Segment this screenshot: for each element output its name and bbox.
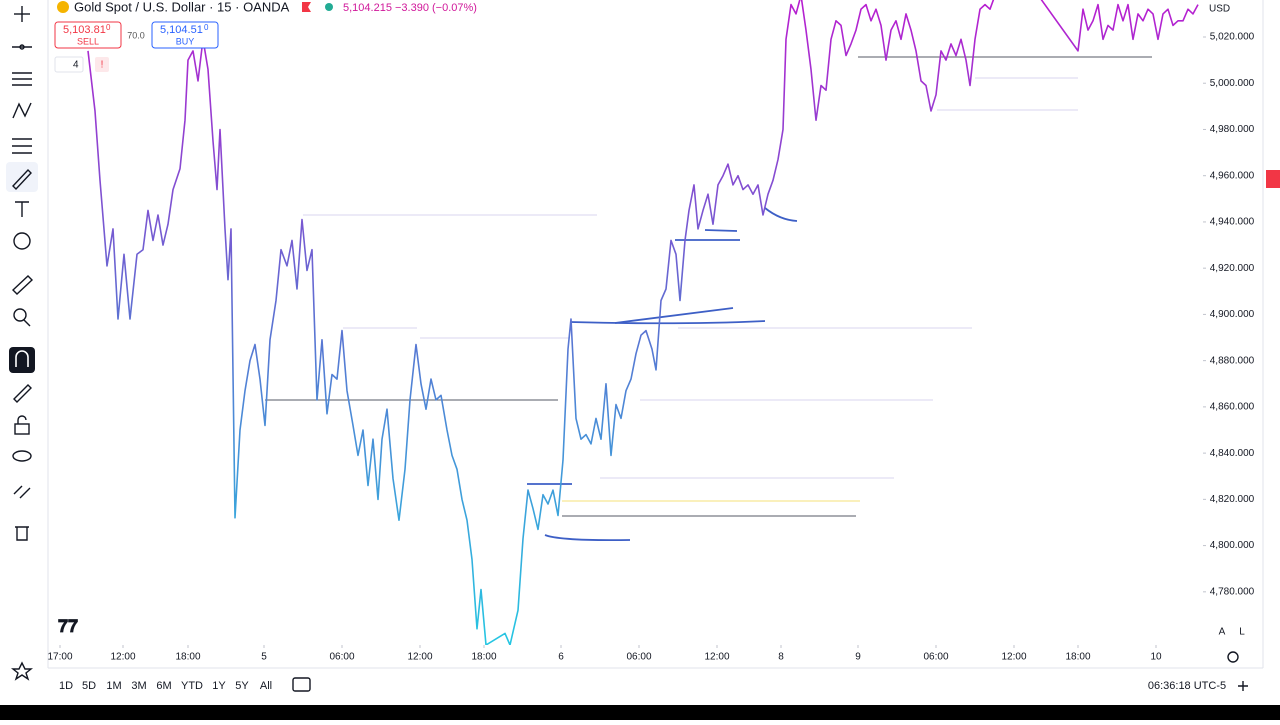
y-tick-label: 4,900.000 <box>1210 309 1255 320</box>
plot <box>87 0 1199 645</box>
drawing-toolbar[interactable] <box>6 6 38 681</box>
bottom-strip <box>0 705 1280 720</box>
x-tick-label: 12:00 <box>704 652 729 663</box>
y-tick-label: 4,980.000 <box>1210 124 1255 135</box>
range-button[interactable]: 3M <box>131 680 146 692</box>
range-button[interactable]: 1Y <box>212 680 226 692</box>
x-tick-label: 12:00 <box>110 652 135 663</box>
indicators-count: 4 <box>73 60 79 71</box>
x-tick-label: 6 <box>558 652 564 663</box>
x-tick-label: 18:00 <box>471 652 496 663</box>
clock: 06:36:18 UTC-5 <box>1148 680 1226 692</box>
x-tick-label: 10 <box>1150 652 1162 663</box>
sell-label: SELL <box>77 36 99 46</box>
range-button[interactable]: 6M <box>156 680 171 692</box>
range-button[interactable]: 1M <box>106 680 121 692</box>
x-tick-label: 9 <box>855 652 861 663</box>
market-status <box>325 3 333 11</box>
symbol-title[interactable]: Gold Spot / U.S. Dollar · 15 · OANDA <box>74 0 290 14</box>
currency[interactable]: USD <box>1209 4 1230 15</box>
indicators-toggle[interactable] <box>54 56 84 73</box>
date-range[interactable] <box>292 677 311 692</box>
y-tick-label: 4,800.000 <box>1210 540 1255 551</box>
price-line <box>87 0 1199 645</box>
x-tick-label: 8 <box>778 652 784 663</box>
range-button[interactable]: All <box>260 680 272 692</box>
range-button[interactable]: 1D <box>59 680 73 692</box>
y-tick-label: 4,840.000 <box>1210 448 1255 459</box>
x-tick-label: 5 <box>261 652 267 663</box>
range-bar: 1D 5D 1M 3M 6M YTD 1Y 5Y All <box>59 680 272 692</box>
buy-label: BUY <box>176 36 195 46</box>
y-tick-label: 4,880.000 <box>1210 355 1255 366</box>
buy-digit: 0 <box>204 23 209 32</box>
y-tick-label: 4,780.000 <box>1210 586 1255 597</box>
range-button[interactable]: 5Y <box>235 680 249 692</box>
quote: 5,104.215 −3.390 (−0.07%) <box>343 2 477 14</box>
x-tick-label: 06:00 <box>329 652 354 663</box>
symbol-icon <box>57 1 69 13</box>
settings[interactable] <box>1227 651 1239 663</box>
user-drawings <box>265 56 1152 542</box>
scale-auto[interactable]: A <box>1219 627 1226 638</box>
x-tick-label: 12:00 <box>407 652 432 663</box>
x-tick-label: 12:00 <box>1001 652 1026 663</box>
x-tick-label: 17:00 <box>47 652 72 663</box>
x-tick-label: 06:00 <box>626 652 651 663</box>
y-tick-label: 4,940.000 <box>1210 217 1255 228</box>
y-tick-label: 5,000.000 <box>1210 78 1255 89</box>
range-button[interactable]: YTD <box>181 680 203 692</box>
logo: 𝟕𝟕 <box>58 616 78 636</box>
buy-button[interactable] <box>151 21 219 49</box>
sell-digit: 0 <box>106 23 111 32</box>
x-tick-label: 06:00 <box>923 652 948 663</box>
y-tick-label: 5,020.000 <box>1210 32 1255 43</box>
sell-button[interactable] <box>54 21 122 49</box>
y-tick-label: 4,860.000 <box>1210 402 1255 413</box>
range-button[interactable]: 5D <box>82 680 96 692</box>
flag[interactable] <box>302 2 311 12</box>
alert-text: ! <box>101 60 104 71</box>
y-tick-label: 4,960.000 <box>1210 170 1255 181</box>
buy-price: 5,104.51 <box>160 24 203 36</box>
fullscreen[interactable] <box>1238 681 1248 691</box>
y-tick-label: 4,920.000 <box>1210 263 1255 274</box>
sell-price: 5,103.81 <box>63 24 106 36</box>
x-tick-label: 18:00 <box>175 652 200 663</box>
price-tag <box>1266 170 1280 188</box>
scale-log[interactable]: L <box>1239 627 1245 638</box>
spread: 70.0 <box>127 30 145 40</box>
alert-badge[interactable] <box>95 57 109 72</box>
y-tick-label: 4,820.000 <box>1210 494 1255 505</box>
x-tick-label: 18:00 <box>1065 652 1090 663</box>
